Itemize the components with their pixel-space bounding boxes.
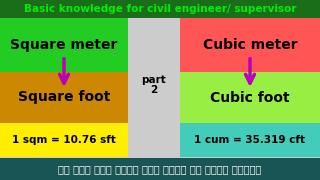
Text: part: part [142, 75, 166, 85]
FancyBboxPatch shape [0, 18, 128, 72]
Text: Square meter: Square meter [10, 38, 118, 52]
Text: Cubic meter: Cubic meter [203, 38, 297, 52]
FancyBboxPatch shape [180, 123, 320, 157]
Text: Basic knowledge for civil engineer/ supervisor: Basic knowledge for civil engineer/ supe… [24, 4, 296, 14]
FancyBboxPatch shape [128, 18, 180, 158]
Text: 1 sqm = 10.76 sft: 1 sqm = 10.76 sft [12, 135, 116, 145]
Text: एक बार देख लोगे फिर जीवन भर नहीं भलोगे: एक बार देख लोगे फिर जीवन भर नहीं भलोगे [58, 164, 262, 174]
Text: Cubic foot: Cubic foot [210, 91, 290, 105]
FancyBboxPatch shape [0, 123, 128, 157]
FancyBboxPatch shape [0, 0, 320, 18]
Text: 1 cum = 35.319 cft: 1 cum = 35.319 cft [195, 135, 306, 145]
FancyBboxPatch shape [0, 158, 320, 180]
FancyBboxPatch shape [0, 72, 128, 123]
FancyBboxPatch shape [180, 18, 320, 72]
Text: 2: 2 [150, 85, 158, 95]
Text: Square foot: Square foot [18, 91, 110, 105]
FancyBboxPatch shape [180, 72, 320, 123]
